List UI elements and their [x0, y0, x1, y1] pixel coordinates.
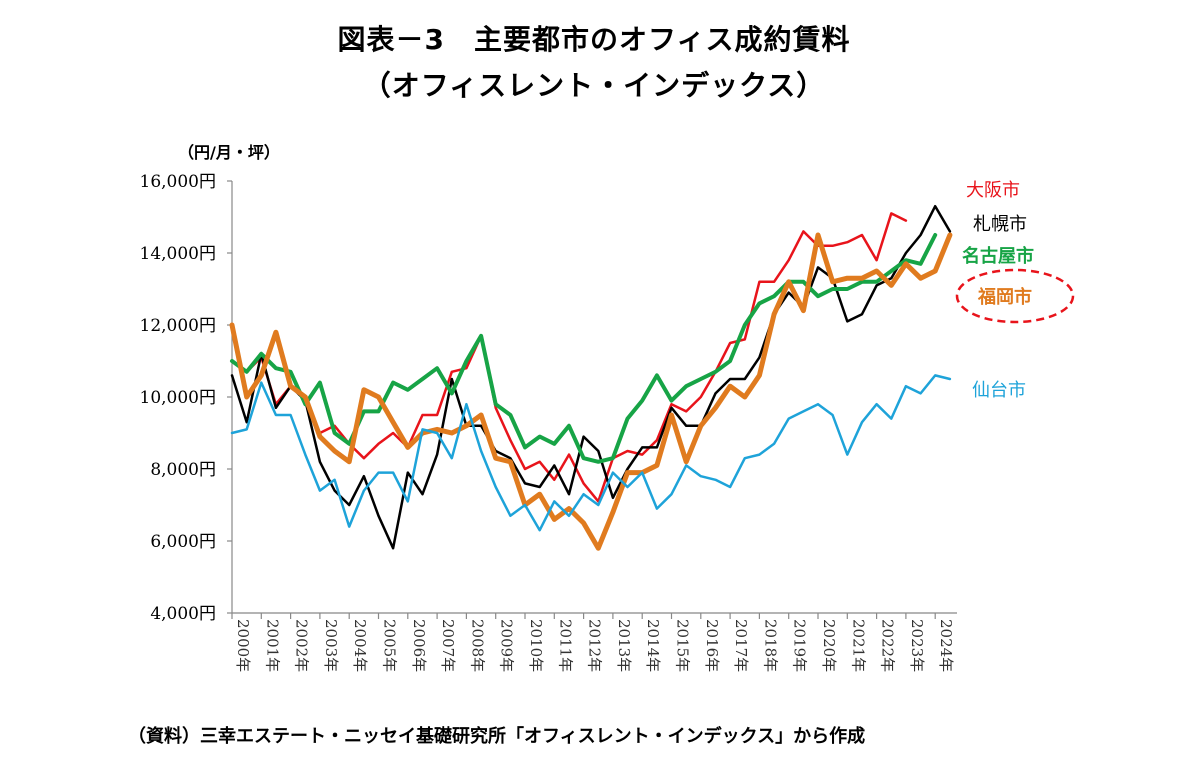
y-tick-label: 6,000円: [150, 532, 216, 552]
x-tick-label: 2000年: [234, 619, 252, 672]
series-line-nagoya: [230, 233, 938, 464]
chart-title: 図表－3 主要都市のオフィス成約賃料: [337, 23, 851, 56]
x-tick-label: 2012年: [586, 619, 604, 672]
legend-label-nagoya: 名古屋市: [962, 245, 1034, 267]
x-tick-label: 2023年: [908, 619, 926, 672]
x-tick-label: 2003年: [322, 619, 340, 672]
y-axis-unit: （円/月・坪）: [178, 143, 280, 162]
x-tick-label: 2021年: [849, 619, 867, 672]
series-group: [229, 204, 953, 551]
y-tick-label: 10,000円: [140, 388, 216, 408]
fukuoka-highlight-ellipse: [955, 268, 1075, 324]
source-note: （資料）三幸エステート・ニッセイ基礎研究所「オフィスレント・インデックス」から作…: [128, 726, 866, 747]
x-tick-label: 2008年: [468, 619, 486, 672]
y-tick-label: 12,000円: [140, 316, 216, 336]
legend-label-sapporo: 札幌市: [973, 214, 1027, 235]
x-tick-label: 2024年: [937, 619, 955, 672]
chart-subtitle: （オフィスレント・インデックス）: [362, 69, 826, 102]
series-line-fukuoka: [229, 232, 953, 551]
x-tick-label: 2019年: [791, 619, 809, 672]
y-tick-label: 8,000円: [150, 460, 216, 480]
series-line-osaka: [230, 212, 908, 503]
x-tick-label: 2010年: [527, 619, 545, 672]
series-line-sendai: [230, 374, 952, 532]
x-tick-label: 2006年: [410, 619, 428, 672]
legend-label-sendai: 仙台市: [972, 380, 1026, 401]
x-tick-label: 2009年: [498, 619, 516, 672]
x-tick-label: 2020年: [820, 619, 838, 672]
axes: 16,000円 14,000円 12,000円 10,000円 8,000円 6,000円…: [140, 172, 957, 672]
x-tick-label: 2002年: [293, 619, 311, 672]
x-tick-label: 2017年: [732, 619, 750, 672]
x-tick-label: 2013年: [615, 619, 633, 672]
x-tick-label: 2018年: [761, 619, 779, 672]
y-tick-label: 16,000円: [140, 172, 216, 192]
y-tick-label: 4,000円: [150, 604, 216, 624]
x-tick-label: 2011年: [556, 619, 574, 672]
legend-label-fukuoka: 福岡市: [977, 286, 1032, 308]
x-tick-label: 2005年: [381, 619, 399, 672]
x-tick-label: 2001年: [263, 619, 281, 672]
x-tick-label: 2022年: [879, 619, 897, 672]
y-tick-label: 14,000円: [140, 244, 216, 264]
x-tick-label: 2016年: [703, 619, 721, 672]
x-tick-label: 2015年: [674, 619, 692, 672]
x-tick-label: 2014年: [644, 619, 662, 672]
legend-label-osaka: 大阪市: [966, 180, 1020, 201]
x-tick-label: 2007年: [439, 619, 457, 672]
x-tick-label: 2004年: [351, 619, 369, 672]
